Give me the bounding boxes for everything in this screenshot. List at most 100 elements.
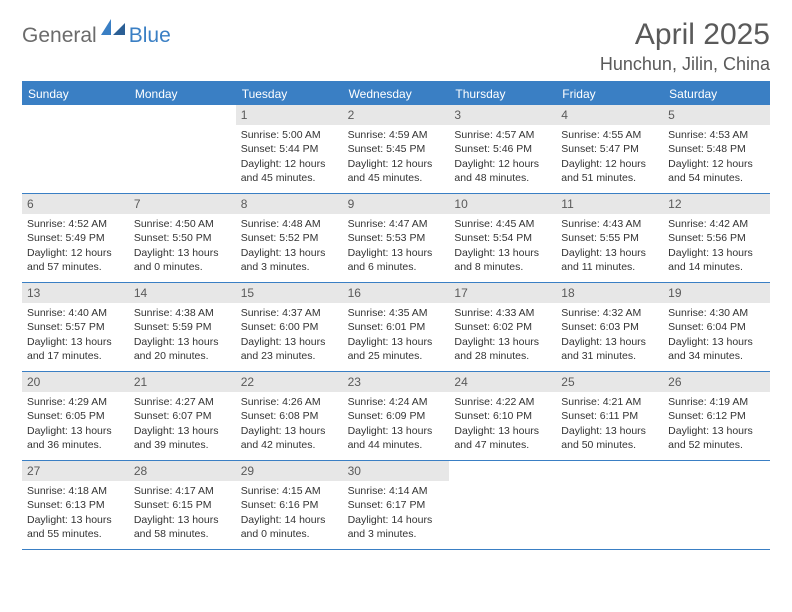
day-number: 10 bbox=[449, 194, 556, 214]
day-number: 20 bbox=[22, 372, 129, 392]
day-body: Sunrise: 4:21 AMSunset: 6:11 PMDaylight:… bbox=[561, 395, 658, 452]
daylight-text: Daylight: 13 hours and 47 minutes. bbox=[454, 424, 551, 452]
daylight-text: Daylight: 13 hours and 31 minutes. bbox=[561, 335, 658, 363]
day-body: Sunrise: 4:27 AMSunset: 6:07 PMDaylight:… bbox=[134, 395, 231, 452]
day-body: Sunrise: 4:19 AMSunset: 6:12 PMDaylight:… bbox=[668, 395, 765, 452]
day-number: 30 bbox=[343, 461, 450, 481]
day-number: 7 bbox=[129, 194, 236, 214]
day-body: Sunrise: 4:37 AMSunset: 6:00 PMDaylight:… bbox=[241, 306, 338, 363]
dow-monday: Monday bbox=[129, 83, 236, 105]
week-row: 13Sunrise: 4:40 AMSunset: 5:57 PMDayligh… bbox=[22, 283, 770, 372]
day-body: Sunrise: 4:30 AMSunset: 6:04 PMDaylight:… bbox=[668, 306, 765, 363]
day-body: Sunrise: 4:52 AMSunset: 5:49 PMDaylight:… bbox=[27, 217, 124, 274]
calendar: Sunday Monday Tuesday Wednesday Thursday… bbox=[22, 81, 770, 550]
logo: General Blue bbox=[22, 18, 171, 48]
day-cell: 9 Sunrise: 4:47 AMSunset: 5:53 PMDaylight… bbox=[343, 194, 450, 282]
day-number: 1 bbox=[236, 105, 343, 125]
day-cell: 26 Sunrise: 4:19 AMSunset: 6:12 PMDayligh… bbox=[663, 372, 770, 460]
sunset-text: Sunset: 5:46 PM bbox=[454, 142, 551, 156]
day-body: Sunrise: 4:45 AMSunset: 5:54 PMDaylight:… bbox=[454, 217, 551, 274]
day-number: 17 bbox=[449, 283, 556, 303]
day-cell: 16Sunrise: 4:35 AMSunset: 6:01 PMDayligh… bbox=[343, 283, 450, 371]
day-cell: 14Sunrise: 4:38 AMSunset: 5:59 PMDayligh… bbox=[129, 283, 236, 371]
day-cell: 8Sunrise: 4:48 AMSunset: 5:52 PMDaylight… bbox=[236, 194, 343, 282]
week-row: 1 Sunrise: 5:00 AMSunset: 5:44 PMDaylight… bbox=[22, 105, 770, 194]
daylight-text: Daylight: 13 hours and 28 minutes. bbox=[454, 335, 551, 363]
sunset-text: Sunset: 5:50 PM bbox=[134, 231, 231, 245]
daylight-text: Daylight: 13 hours and 42 minutes. bbox=[241, 424, 338, 452]
day-body: Sunrise: 4:59 AMSunset: 5:45 PMDaylight:… bbox=[348, 128, 445, 185]
day-number: 21 bbox=[129, 372, 236, 392]
day-body: Sunrise: 4:47 AMSunset: 5:53 PMDaylight:… bbox=[348, 217, 445, 274]
day-body: Sunrise: 4:53 AMSunset: 5:48 PMDaylight:… bbox=[668, 128, 765, 185]
day-number: 18 bbox=[556, 283, 663, 303]
day-number: 6 bbox=[22, 194, 129, 214]
day-body: Sunrise: 4:24 AMSunset: 6:09 PMDaylight:… bbox=[348, 395, 445, 452]
sunset-text: Sunset: 6:05 PM bbox=[27, 409, 124, 423]
month-title: April 2025 bbox=[600, 18, 770, 52]
logo-text-blue: Blue bbox=[129, 24, 171, 48]
sunrise-text: Sunrise: 4:40 AM bbox=[27, 306, 124, 320]
day-cell: 20 Sunrise: 4:29 AMSunset: 6:05 PMDayligh… bbox=[22, 372, 129, 460]
day-cell: 17Sunrise: 4:33 AMSunset: 6:02 PMDayligh… bbox=[449, 283, 556, 371]
day-number: 26 bbox=[663, 372, 770, 392]
sunrise-text: Sunrise: 4:30 AM bbox=[668, 306, 765, 320]
day-cell: 5 Sunrise: 4:53 AMSunset: 5:48 PMDaylight… bbox=[663, 105, 770, 193]
daylight-text: Daylight: 12 hours and 48 minutes. bbox=[454, 157, 551, 185]
dow-wednesday: Wednesday bbox=[343, 83, 450, 105]
daylight-text: Daylight: 13 hours and 25 minutes. bbox=[348, 335, 445, 363]
day-number: 12 bbox=[663, 194, 770, 214]
day-number: 25 bbox=[556, 372, 663, 392]
daylight-text: Daylight: 13 hours and 17 minutes. bbox=[27, 335, 124, 363]
day-cell bbox=[449, 461, 556, 549]
day-body: Sunrise: 4:57 AMSunset: 5:46 PMDaylight:… bbox=[454, 128, 551, 185]
day-cell: 12 Sunrise: 4:42 AMSunset: 5:56 PMDayligh… bbox=[663, 194, 770, 282]
week-row: 20 Sunrise: 4:29 AMSunset: 6:05 PMDayligh… bbox=[22, 372, 770, 461]
day-cell: 28Sunrise: 4:17 AMSunset: 6:15 PMDayligh… bbox=[129, 461, 236, 549]
day-body: Sunrise: 4:29 AMSunset: 6:05 PMDaylight:… bbox=[27, 395, 124, 452]
sunrise-text: Sunrise: 4:52 AM bbox=[27, 217, 124, 231]
day-body: Sunrise: 4:26 AMSunset: 6:08 PMDaylight:… bbox=[241, 395, 338, 452]
day-body: Sunrise: 4:35 AMSunset: 6:01 PMDaylight:… bbox=[348, 306, 445, 363]
sunrise-text: Sunrise: 4:55 AM bbox=[561, 128, 658, 142]
sunset-text: Sunset: 5:56 PM bbox=[668, 231, 765, 245]
day-number: 2 bbox=[343, 105, 450, 125]
sunset-text: Sunset: 6:03 PM bbox=[561, 320, 658, 334]
sunset-text: Sunset: 6:13 PM bbox=[27, 498, 124, 512]
daylight-text: Daylight: 13 hours and 34 minutes. bbox=[668, 335, 765, 363]
sunset-text: Sunset: 5:48 PM bbox=[668, 142, 765, 156]
day-cell: 10 Sunrise: 4:45 AMSunset: 5:54 PMDayligh… bbox=[449, 194, 556, 282]
sunrise-text: Sunrise: 4:42 AM bbox=[668, 217, 765, 231]
day-body: Sunrise: 5:00 AMSunset: 5:44 PMDaylight:… bbox=[241, 128, 338, 185]
sunrise-text: Sunrise: 4:35 AM bbox=[348, 306, 445, 320]
day-number: 29 bbox=[236, 461, 343, 481]
day-cell: 15Sunrise: 4:37 AMSunset: 6:00 PMDayligh… bbox=[236, 283, 343, 371]
day-body: Sunrise: 4:17 AMSunset: 6:15 PMDaylight:… bbox=[134, 484, 231, 541]
sunset-text: Sunset: 5:59 PM bbox=[134, 320, 231, 334]
daylight-text: Daylight: 14 hours and 3 minutes. bbox=[348, 513, 445, 541]
sunrise-text: Sunrise: 4:48 AM bbox=[241, 217, 338, 231]
day-body: Sunrise: 4:48 AMSunset: 5:52 PMDaylight:… bbox=[241, 217, 338, 274]
week-row: 27Sunrise: 4:18 AMSunset: 6:13 PMDayligh… bbox=[22, 461, 770, 550]
day-cell: 21 Sunrise: 4:27 AMSunset: 6:07 PMDayligh… bbox=[129, 372, 236, 460]
daylight-text: Daylight: 13 hours and 3 minutes. bbox=[241, 246, 338, 274]
day-number: 11 bbox=[556, 194, 663, 214]
dow-sunday: Sunday bbox=[22, 83, 129, 105]
sunset-text: Sunset: 5:52 PM bbox=[241, 231, 338, 245]
sunset-text: Sunset: 6:16 PM bbox=[241, 498, 338, 512]
day-cell: 2 Sunrise: 4:59 AMSunset: 5:45 PMDaylight… bbox=[343, 105, 450, 193]
day-number: 5 bbox=[663, 105, 770, 125]
day-body: Sunrise: 4:22 AMSunset: 6:10 PMDaylight:… bbox=[454, 395, 551, 452]
sunrise-text: Sunrise: 4:21 AM bbox=[561, 395, 658, 409]
day-number: 9 bbox=[343, 194, 450, 214]
daylight-text: Daylight: 12 hours and 57 minutes. bbox=[27, 246, 124, 274]
sunrise-text: Sunrise: 4:38 AM bbox=[134, 306, 231, 320]
sunrise-text: Sunrise: 4:32 AM bbox=[561, 306, 658, 320]
day-body: Sunrise: 4:42 AMSunset: 5:56 PMDaylight:… bbox=[668, 217, 765, 274]
day-body: Sunrise: 4:15 AMSunset: 6:16 PMDaylight:… bbox=[241, 484, 338, 541]
day-number: 22 bbox=[236, 372, 343, 392]
sunset-text: Sunset: 5:49 PM bbox=[27, 231, 124, 245]
day-cell: 30 Sunrise: 4:14 AMSunset: 6:17 PMDayligh… bbox=[343, 461, 450, 549]
day-body: Sunrise: 4:14 AMSunset: 6:17 PMDaylight:… bbox=[348, 484, 445, 541]
day-body: Sunrise: 4:38 AMSunset: 5:59 PMDaylight:… bbox=[134, 306, 231, 363]
